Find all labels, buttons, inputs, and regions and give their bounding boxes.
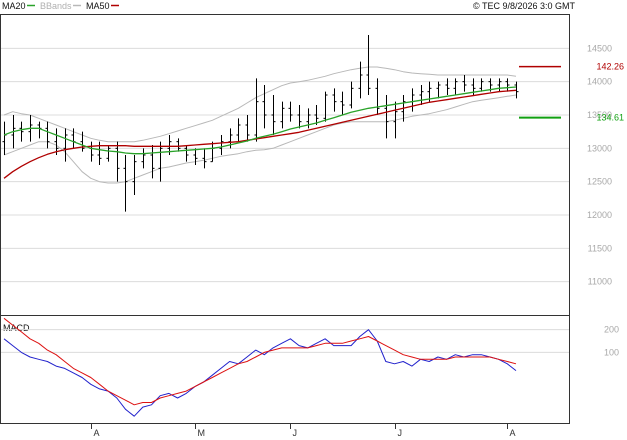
ma50-line [3, 89, 517, 179]
price-bar [419, 85, 424, 105]
price-bar [297, 105, 302, 129]
price-bar [375, 78, 380, 115]
annotation-label-support: 134.61 [596, 113, 624, 123]
price-bar [123, 155, 128, 212]
price-bar [453, 78, 458, 95]
price-bar [271, 95, 276, 135]
annotation-label-ma50: 142.26 [596, 62, 624, 72]
y-tick-label: 12000 [587, 210, 612, 220]
price-bar [184, 145, 189, 162]
price-bar [80, 131, 85, 152]
price-bar [245, 115, 250, 142]
moving-averages [3, 86, 517, 179]
y-tick-label: 13500 [587, 110, 612, 120]
price-bar [479, 78, 484, 92]
date-tick-label: A [510, 428, 516, 438]
price-bar [445, 78, 450, 95]
price-bar [436, 81, 441, 99]
price-bar [358, 61, 363, 99]
price-bar [462, 75, 467, 92]
price-bar [254, 78, 259, 142]
bb-upper-line [3, 66, 517, 143]
price-y-axis: 14500 14000 13500 13000 12500 12000 1150… [587, 43, 612, 286]
price-level-annotations: 142.26 134.61 [519, 62, 624, 123]
legend-ma50-label: MA50 [86, 1, 110, 11]
price-bar [132, 155, 137, 195]
price-bar [349, 81, 354, 109]
date-tick-label: J [398, 428, 403, 438]
macd-grid [1, 329, 569, 353]
price-bar [141, 148, 146, 169]
bb-lower-line [3, 94, 517, 184]
date-tick-label: A [94, 428, 100, 438]
date-tick-label: J [293, 428, 298, 438]
price-bar [115, 141, 120, 182]
y-tick-label: 14000 [587, 77, 612, 87]
price-bar [45, 121, 50, 149]
price-bar [150, 145, 155, 179]
price-bar [236, 118, 241, 142]
y-tick-label: 14500 [587, 43, 612, 53]
price-bar [176, 138, 181, 152]
price-bar [219, 135, 224, 155]
macd-tick-label: 200 [604, 325, 619, 335]
price-bar [323, 91, 328, 122]
date-tick-label: M [198, 428, 206, 438]
price-bar [332, 88, 337, 112]
price-bar [63, 128, 68, 162]
bollinger-bands [3, 66, 517, 184]
price-bar [106, 145, 111, 162]
price-bar [288, 101, 293, 122]
price-bar [280, 101, 285, 129]
price-bar [193, 148, 198, 165]
macd-lines [3, 317, 517, 417]
legend: MA20 BBands MA50 [2, 1, 119, 11]
price-bar [384, 95, 389, 139]
price-bar [158, 141, 163, 182]
price-bar [202, 148, 207, 169]
signal-line [3, 317, 517, 406]
price-bar [54, 128, 59, 155]
legend-ma20-label: MA20 [2, 1, 26, 11]
legend-bbands-label: BBands [40, 1, 72, 11]
y-tick-label: 12500 [587, 177, 612, 187]
macd-tick-label: 100 [604, 347, 619, 357]
price-bar [262, 85, 267, 129]
price-panel-frame [0, 14, 570, 316]
ma20-line [3, 86, 517, 155]
price-bar [314, 105, 319, 125]
date-axis: A M J J A [91, 423, 516, 438]
y-tick-label: 13000 [587, 143, 612, 153]
price-bar [497, 78, 502, 92]
price-bars [2, 35, 519, 212]
price-bar [19, 121, 24, 142]
price-bar [505, 78, 510, 92]
price-bar [366, 35, 371, 95]
price-bar [340, 91, 345, 115]
y-tick-label: 11500 [588, 243, 612, 253]
copyright-timestamp: © TEC 9/8/2026 3:0 GMT [473, 1, 576, 11]
price-bar [393, 101, 398, 139]
price-bar [514, 81, 519, 99]
macd-y-axis: 200 100 [604, 325, 619, 358]
price-grid [1, 47, 569, 283]
macd-line [3, 329, 517, 417]
macd-panel-frame [0, 315, 570, 424]
y-tick-label: 11000 [588, 277, 612, 287]
